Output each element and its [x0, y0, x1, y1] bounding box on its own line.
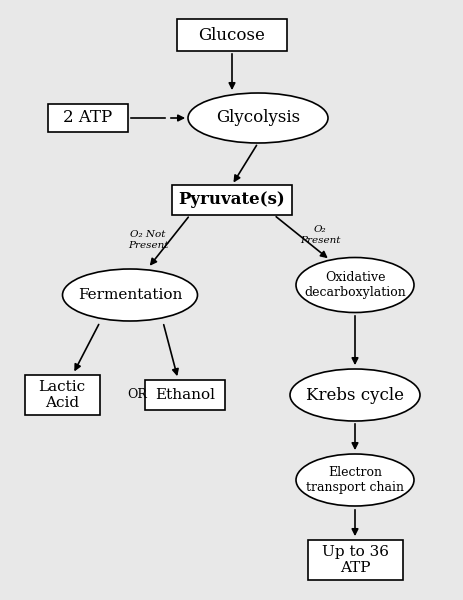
Text: Fermentation: Fermentation	[78, 288, 182, 302]
Ellipse shape	[188, 93, 328, 143]
FancyBboxPatch shape	[177, 19, 287, 51]
Ellipse shape	[296, 257, 414, 313]
Text: O₂ Not
Present: O₂ Not Present	[128, 230, 168, 250]
Text: O₂
Present: O₂ Present	[300, 225, 340, 245]
FancyBboxPatch shape	[307, 540, 402, 580]
Text: Up to 36
ATP: Up to 36 ATP	[321, 545, 388, 575]
FancyBboxPatch shape	[145, 380, 225, 410]
FancyBboxPatch shape	[172, 185, 292, 215]
Text: Glucose: Glucose	[199, 26, 265, 43]
Ellipse shape	[296, 454, 414, 506]
Text: Glycolysis: Glycolysis	[216, 109, 300, 127]
Ellipse shape	[63, 269, 198, 321]
Text: Electron
transport chain: Electron transport chain	[306, 466, 404, 494]
Text: Pyruvate(s): Pyruvate(s)	[179, 191, 285, 208]
Ellipse shape	[290, 369, 420, 421]
Text: Lactic
Acid: Lactic Acid	[38, 380, 86, 410]
FancyBboxPatch shape	[48, 104, 128, 132]
Text: OR: OR	[127, 389, 147, 401]
FancyBboxPatch shape	[25, 375, 100, 415]
Text: 2 ATP: 2 ATP	[63, 109, 113, 127]
Text: Oxidative
decarboxylation: Oxidative decarboxylation	[304, 271, 406, 299]
Text: Krebs cycle: Krebs cycle	[306, 386, 404, 403]
Text: Ethanol: Ethanol	[155, 388, 215, 402]
